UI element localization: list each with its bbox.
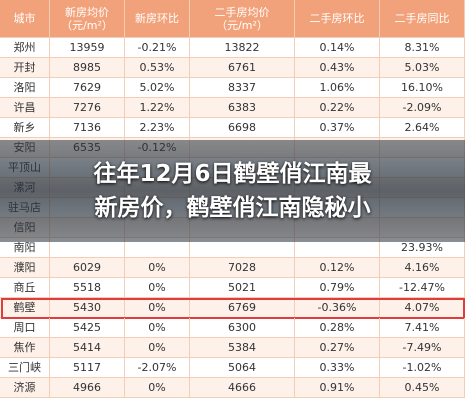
table-cell: 0% <box>125 338 190 358</box>
table-cell: 三门峡 <box>0 358 50 378</box>
table-cell: 0% <box>125 278 190 298</box>
table-cell: 周口 <box>0 318 50 338</box>
table-cell: 6300 <box>190 318 295 338</box>
table-cell: 8337 <box>190 78 295 98</box>
table-cell: 8985 <box>50 58 125 78</box>
table-cell: 5117 <box>50 358 125 378</box>
table-cell <box>50 238 125 258</box>
header-cell: 新房环比 <box>125 0 190 38</box>
header-text: （元/m²） <box>216 18 268 32</box>
table-cell: 4966 <box>50 378 125 398</box>
table-cell: -2.07% <box>125 358 190 378</box>
header-cell: 城市 <box>0 0 50 38</box>
table-cell: 4.16% <box>380 258 465 278</box>
table-cell: 5518 <box>50 278 125 298</box>
table-cell: 6698 <box>190 118 295 138</box>
table-cell: -0.21% <box>125 38 190 58</box>
table-cell <box>295 238 380 258</box>
table-cell: 0.14% <box>295 38 380 58</box>
table-cell: 7136 <box>50 118 125 138</box>
table-cell: 6383 <box>190 98 295 118</box>
overlay-title-line: 往年12月6日鹤壁俏江南最 <box>93 161 372 187</box>
table-cell: 郑州 <box>0 38 50 58</box>
table-cell: 7276 <box>50 98 125 118</box>
table-cell: 0.45% <box>380 378 465 398</box>
table-cell: 0% <box>125 258 190 278</box>
header-cell: 二手房环比 <box>295 0 380 38</box>
table-cell: 5.03% <box>380 58 465 78</box>
table-cell: 0.79% <box>295 278 380 298</box>
table-cell: 16.10% <box>380 78 465 98</box>
table-cell: 济源 <box>0 378 50 398</box>
table-cell <box>125 238 190 258</box>
table-cell: 1.22% <box>125 98 190 118</box>
header-text: 城市 <box>13 12 36 25</box>
table-cell: 0.28% <box>295 318 380 338</box>
table-cell: 新乡 <box>0 118 50 138</box>
table-cell: 5021 <box>190 278 295 298</box>
table-cell: 7629 <box>50 78 125 98</box>
table-cell <box>190 238 295 258</box>
table-cell: 6029 <box>50 258 125 278</box>
header-text: 新房均价 <box>65 5 109 19</box>
highlight-box <box>1 298 465 319</box>
table-cell: 0.53% <box>125 58 190 78</box>
header-cell: 新房均价 （元/m²） <box>50 0 125 38</box>
table-cell: -12.47% <box>380 278 465 298</box>
table-cell: 5.02% <box>125 78 190 98</box>
header-cell: 二手房均价 （元/m²） <box>190 0 295 38</box>
table-cell: 6761 <box>190 58 295 78</box>
overlay-title-line: 新房价，鹤壁俏江南隐秘小 <box>94 195 371 221</box>
table-cell: 7.41% <box>380 318 465 338</box>
header-cell: 二手房同比 <box>380 0 465 38</box>
table-cell: 许昌 <box>0 98 50 118</box>
table-cell: 0.22% <box>295 98 380 118</box>
table-cell: 2.64% <box>380 118 465 138</box>
table-cell: 4.07% <box>380 298 465 318</box>
table-cell: 8.31% <box>380 38 465 58</box>
table-cell: 5414 <box>50 338 125 358</box>
header-text: （元/m²） <box>61 18 113 32</box>
table-cell: 0% <box>125 318 190 338</box>
table-cell: 焦作 <box>0 338 50 358</box>
table-cell: -1.02% <box>380 358 465 378</box>
table-cell: 开封 <box>0 58 50 78</box>
table-cell: 洛阳 <box>0 78 50 98</box>
table-cell: 2.23% <box>125 118 190 138</box>
table-cell: 5064 <box>190 358 295 378</box>
table-cell: 0.37% <box>295 118 380 138</box>
table-cell: 0% <box>125 378 190 398</box>
table-cell: 5384 <box>190 338 295 358</box>
table-cell: 南阳 <box>0 238 50 258</box>
table-cell: 0.33% <box>295 358 380 378</box>
table-cell: 4666 <box>190 378 295 398</box>
table-cell: 0.43% <box>295 58 380 78</box>
table-cell: 5425 <box>50 318 125 338</box>
table-cell: 13959 <box>50 38 125 58</box>
header-text: 二手房同比 <box>394 12 450 25</box>
table-cell: 0.12% <box>295 258 380 278</box>
table-cell: 13822 <box>190 38 295 58</box>
header-text: 新房环比 <box>135 12 179 25</box>
table-cell: 濮阳 <box>0 258 50 278</box>
header-text: 二手房均价 <box>214 5 270 19</box>
table-cell: 商丘 <box>0 278 50 298</box>
header-text: 二手房环比 <box>309 12 365 25</box>
table-cell: 0.27% <box>295 338 380 358</box>
table-cell: -2.09% <box>380 98 465 118</box>
table-cell: 7028 <box>190 258 295 278</box>
table-cell: 0.91% <box>295 378 380 398</box>
table-cell: 1.06% <box>295 78 380 98</box>
table-cell: -7.49% <box>380 338 465 358</box>
title-overlay: 往年12月6日鹤壁俏江南最 新房价，鹤壁俏江南隐秘小 <box>0 140 465 242</box>
